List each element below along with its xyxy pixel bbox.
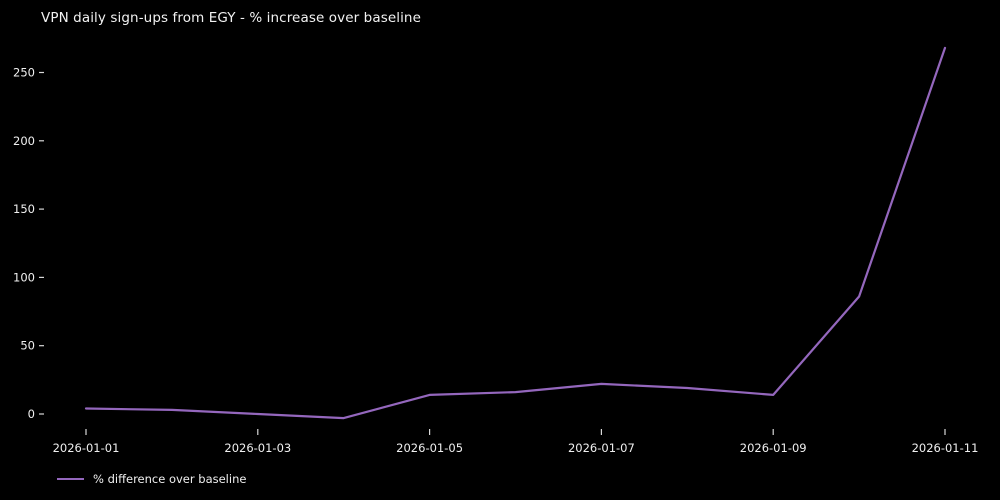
y-tick-label: 200 xyxy=(13,134,35,148)
x-tick-label: 2026-01-05 xyxy=(396,441,463,455)
x-tick-label: 2026-01-01 xyxy=(53,441,120,455)
y-tick-label: 0 xyxy=(28,407,35,421)
y-tick-label: 150 xyxy=(13,202,35,216)
y-tick-label: 250 xyxy=(13,66,35,80)
x-tick-label: 2026-01-09 xyxy=(740,441,807,455)
legend-label: % difference over baseline xyxy=(93,472,247,486)
chart-title: VPN daily sign-ups from EGY - % increase… xyxy=(41,10,421,26)
y-tick-label: 100 xyxy=(13,270,35,284)
x-tick-label: 2026-01-07 xyxy=(568,441,635,455)
y-tick-label: 50 xyxy=(20,339,35,353)
x-tick-label: 2026-01-03 xyxy=(224,441,291,455)
legend: % difference over baseline xyxy=(57,471,246,487)
series-line xyxy=(84,46,947,420)
legend-line-swatch xyxy=(57,478,84,480)
x-tick-label: 2026-01-11 xyxy=(912,441,979,455)
